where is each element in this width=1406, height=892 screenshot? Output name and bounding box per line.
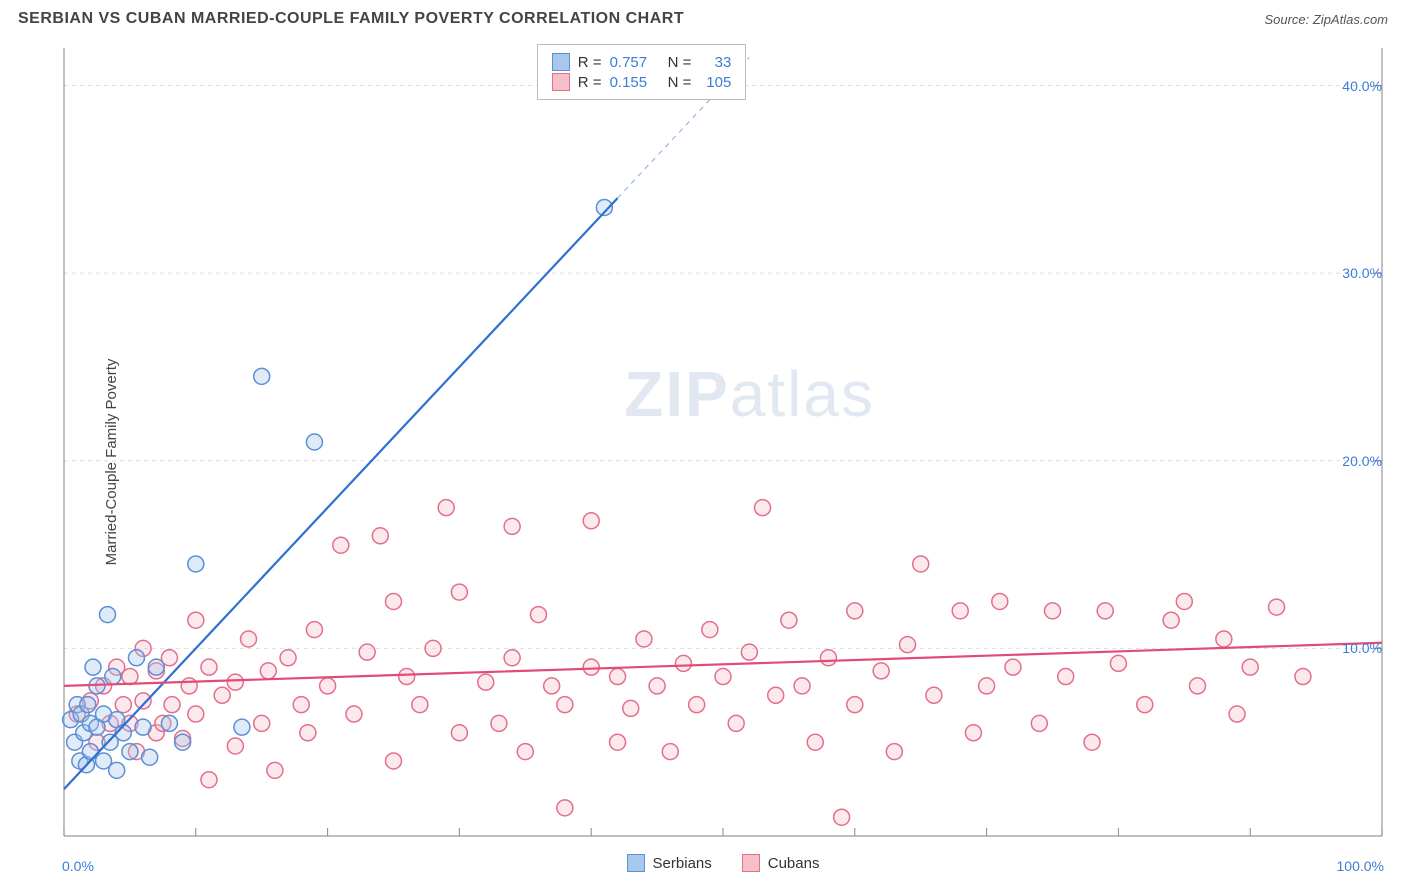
- stat-r-value: 0.155: [610, 74, 660, 91]
- stat-n-label: N =: [668, 54, 692, 71]
- source-label: Source: ZipAtlas.com: [1264, 12, 1388, 27]
- stat-n-value: 33: [699, 54, 731, 71]
- stat-n-value: 105: [699, 74, 731, 91]
- legend-item: Cubans: [742, 854, 820, 872]
- y-tick-label: 40.0%: [1342, 78, 1382, 94]
- legend-swatch-icon: [742, 854, 760, 872]
- legend-label: Serbians: [653, 855, 712, 872]
- y-tick-label: 20.0%: [1342, 453, 1382, 469]
- legend-swatch-icon: [627, 854, 645, 872]
- chart-title: SERBIAN VS CUBAN MARRIED-COUPLE FAMILY P…: [18, 10, 684, 28]
- stat-n-label: N =: [668, 74, 692, 91]
- stat-row: R = 0.155 N = 105: [552, 73, 732, 91]
- legend-item: Serbians: [627, 854, 712, 872]
- stat-r-label: R =: [578, 54, 602, 71]
- chart-wrap: Married-Couple Family Poverty ZIPatlas R…: [18, 42, 1388, 882]
- y-tick-label: 10.0%: [1342, 640, 1382, 656]
- stat-swatch-icon: [552, 53, 570, 71]
- series-legend: Serbians Cubans: [58, 844, 1388, 882]
- scatter-plot: ZIPatlas R = 0.757 N = 33 R = 0.155 N = …: [58, 42, 1388, 842]
- stat-r-label: R =: [578, 74, 602, 91]
- stat-row: R = 0.757 N = 33: [552, 53, 732, 71]
- correlation-stats-box: R = 0.757 N = 33 R = 0.155 N = 105: [537, 44, 747, 100]
- legend-label: Cubans: [768, 855, 820, 872]
- stat-swatch-icon: [552, 73, 570, 91]
- y-tick-label: 30.0%: [1342, 265, 1382, 281]
- stat-r-value: 0.757: [610, 54, 660, 71]
